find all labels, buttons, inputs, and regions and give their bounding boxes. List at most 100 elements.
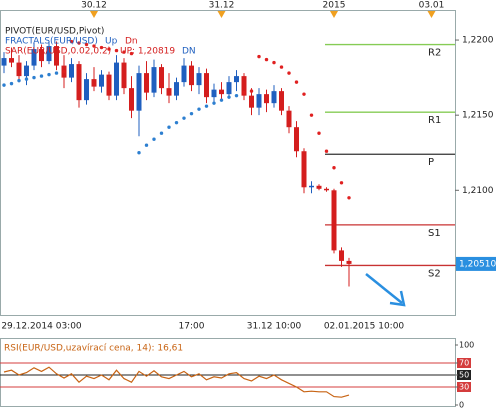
pivot-label: S2 [428,268,441,279]
date-marker [427,11,436,18]
candle-body [151,67,157,93]
candle-body [241,76,247,96]
candle-body [211,89,217,98]
candle-body [84,79,89,101]
legend-entry: PIVOT(EUR/USD,Pivot) [5,27,104,37]
sar-dot [302,92,306,96]
sar-dot [332,166,336,170]
sar-dot [294,80,299,84]
candle-body [256,94,262,108]
x-tick-label: 29.12.2014 03:00 [1,322,82,332]
candle-body [16,62,22,77]
candle-body [54,46,59,66]
candle-body [189,65,194,86]
candle-body [69,64,74,78]
date-marker [330,11,338,18]
candle-body [99,74,104,87]
sar-dot [182,116,186,120]
x-tick-label: 31.12 10:00 [247,322,302,332]
sar-dot [137,151,141,155]
legend-entry: UP: 1,20819 [120,47,175,57]
sar-dot [107,47,111,51]
price-panel [0,10,456,316]
y-tick-label: 70 [459,359,469,368]
legend-entry: Up [105,37,118,47]
rsi-line [3,366,350,398]
candle-body [9,58,14,63]
arrow-annotation [365,273,406,307]
tick-box [457,358,471,368]
candle-body [31,49,37,66]
candle-body [294,127,299,152]
sar-dot [242,90,246,95]
candle-body [39,49,44,62]
tick-box [457,370,471,380]
candle-body [114,62,119,96]
candle-body [226,82,232,95]
sar-dot [339,181,344,185]
last-price-box [456,256,496,271]
date-marker-label: 30.12 [81,1,107,11]
sar-dot [99,45,104,50]
sar-dot [9,81,14,86]
sar-dot [309,113,314,117]
legend-entry: SAR(EUR/USD,0.02,0.2) [5,47,111,57]
sar-dot [114,48,119,53]
date-marker-label: 03.01 [419,1,445,11]
legend-entry: FRACTALS(EUR/USD) [5,37,98,47]
x-tick-label: 17:00 [179,322,205,332]
candle-body [339,250,344,261]
sar-dot [204,104,209,108]
sar-dot [197,107,201,111]
date-marker-label: 31.12 [209,1,235,11]
sar-dot [249,89,254,93]
sar-dot [62,69,66,74]
sar-dot [39,74,44,78]
sar-dot [47,72,51,77]
y-tick-label: 1,2150 [462,111,494,121]
y-tick-label: 50 [459,371,469,380]
pivot-label: R2 [428,48,441,59]
sar-dot [257,54,261,59]
candle-body [174,82,179,96]
sar-dot [174,120,179,125]
candle-body [331,190,337,251]
rsi-panel [0,338,456,407]
candle-body [264,94,269,104]
candle-body [166,88,172,96]
candle-body [91,79,97,87]
legend-entry: DN [182,47,196,57]
candle-body [286,110,292,128]
sar-dot [324,149,329,153]
sar-dot [212,101,216,105]
candle-body [309,185,314,188]
sar-dot [77,41,81,45]
sar-dot [2,83,6,87]
candle-body [249,95,254,108]
x-tick-label: 02.01.2015 10:00 [324,322,405,332]
candle-body [24,65,29,77]
sar-dot [347,196,351,200]
candle-body [219,89,224,95]
y-tick-label: 1,2100 [462,186,494,196]
y-tick-label: 100 [459,341,474,350]
candle-body [234,76,239,83]
candle-body [46,46,52,62]
candle-body [324,188,329,191]
y-tick-label: 0 [459,401,464,409]
rsi-title: RSI(EUR/USD,uzavírací cena, 14): 16,61 [4,344,183,354]
sar-dot [144,143,149,147]
candle-body [121,62,127,89]
date-marker [217,11,226,18]
sar-dot [234,93,239,98]
sar-dot [167,125,171,129]
candle-body [279,91,284,111]
candle-body [196,73,202,86]
candle-body [301,151,307,188]
last-price-label: 1,20510 [459,259,496,269]
candle-body [136,73,142,111]
pivot-label: R1 [428,115,441,126]
candle-body [346,260,352,264]
